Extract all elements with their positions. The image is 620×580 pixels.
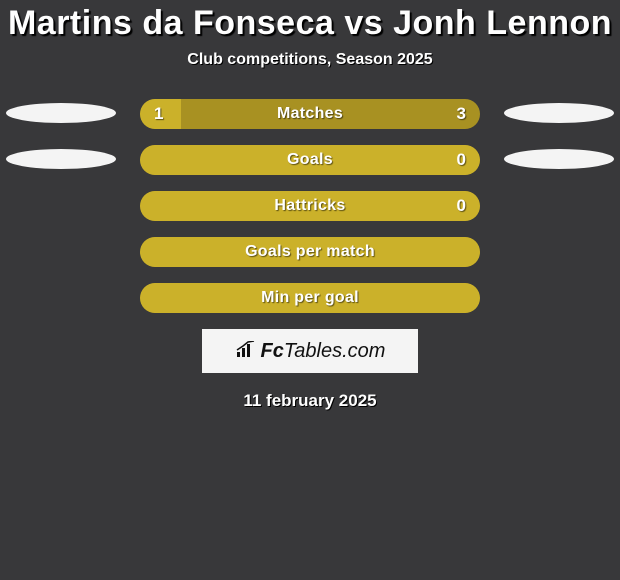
stat-bar: Goals0	[140, 145, 480, 175]
stat-bar: Goals per match	[140, 237, 480, 267]
player-right-marker	[504, 149, 614, 169]
bar-chart-icon	[235, 341, 257, 364]
stat-label: Goals	[140, 145, 480, 175]
player-right-marker	[504, 103, 614, 123]
brand-text-fc: Fc	[261, 340, 284, 363]
player-left-marker	[6, 103, 116, 123]
stat-value-left: 1	[154, 99, 163, 129]
stat-label: Min per goal	[140, 283, 480, 313]
stat-row: Hattricks0	[0, 191, 620, 221]
stat-bar: Matches1 3	[140, 99, 480, 129]
comparison-card: Martins da Fonseca vs Jonh Lennon Club c…	[0, 0, 620, 580]
player-left-marker	[6, 149, 116, 169]
footer-date: 11 february 2025	[0, 391, 620, 411]
stat-bar: Hattricks0	[140, 191, 480, 221]
brand-label: Fc Tables.com	[235, 339, 386, 363]
stat-value-right: 0	[457, 145, 466, 175]
page-title: Martins da Fonseca vs Jonh Lennon	[0, 4, 620, 43]
page-subtitle: Club competitions, Season 2025	[0, 51, 620, 69]
stat-bar: Min per goal	[140, 283, 480, 313]
brand-text-tables: Tables.com	[284, 340, 386, 363]
stat-row: Min per goal	[0, 283, 620, 313]
stat-label: Matches	[140, 99, 480, 129]
stat-label: Hattricks	[140, 191, 480, 221]
stats-list: Matches13Goals0Hattricks0Goals per match…	[0, 99, 620, 313]
stat-label: Goals per match	[140, 237, 480, 267]
stat-value-right: 0	[457, 191, 466, 221]
stat-row: Matches1 3	[0, 99, 620, 129]
brand-box: Fc Tables.com	[202, 329, 418, 373]
stat-row: Goals per match	[0, 237, 620, 267]
stat-row: Goals0	[0, 145, 620, 175]
stat-value-right: 3	[457, 99, 466, 129]
